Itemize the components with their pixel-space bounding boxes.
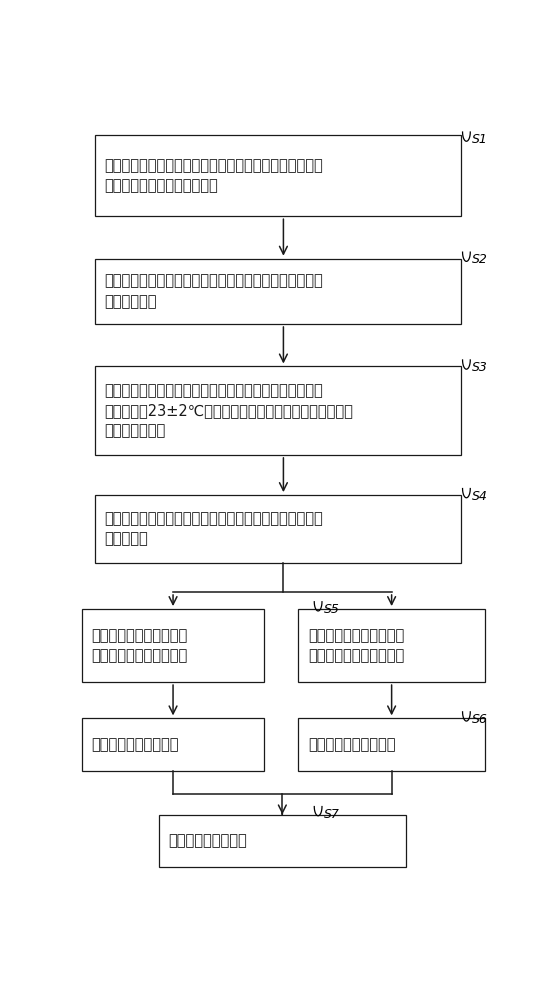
Text: 导入上层出口展丝系统: 导入上层出口展丝系统: [91, 737, 179, 752]
FancyBboxPatch shape: [82, 718, 264, 771]
Text: S1: S1: [472, 133, 488, 146]
Text: S4: S4: [472, 490, 488, 503]
FancyBboxPatch shape: [299, 609, 485, 682]
Text: S2: S2: [472, 253, 488, 266]
Text: 编号为偶数的丝束进入下
层上浆槽中进行上浆处理: 编号为偶数的丝束进入下 层上浆槽中进行上浆处理: [308, 628, 404, 663]
Text: S6: S6: [472, 713, 488, 726]
Text: S3: S3: [472, 361, 488, 374]
Text: 通过导出辊合并导出: 通过导出辊合并导出: [169, 833, 247, 848]
FancyBboxPatch shape: [299, 718, 485, 771]
FancyBboxPatch shape: [95, 495, 461, 563]
FancyBboxPatch shape: [95, 366, 461, 455]
Text: 将经过水洗干燥处理后的碳纤维丝束导入进口展丝系统进
行展丝处理；: 将经过水洗干燥处理后的碳纤维丝束导入进口展丝系统进 行展丝处理；: [105, 274, 323, 309]
Text: 分别开启上层上浆槽和下层上浆槽中的温控系统，当槽内
温度稳定在23±2℃时，准备接入来自经进口展丝系统处理
的碳纤维丝束；: 分别开启上层上浆槽和下层上浆槽中的温控系统，当槽内 温度稳定在23±2℃时，准备…: [105, 383, 353, 439]
Text: 导入下层出口展丝系统: 导入下层出口展丝系统: [308, 737, 395, 752]
FancyBboxPatch shape: [95, 135, 461, 216]
Text: 编号为奇数的丝束进入上
层上浆槽中进行上浆处理: 编号为奇数的丝束进入上 层上浆槽中进行上浆处理: [91, 628, 187, 663]
Text: 配置一定浓度的浆剂，将浆剂搅拌均匀后经计量泵分别打
入上层上浆槽和下层上浆槽中: 配置一定浓度的浆剂，将浆剂搅拌均匀后经计量泵分别打 入上层上浆槽和下层上浆槽中: [105, 158, 323, 194]
Text: 将经进口展丝系统处理的碳纤维丝束进行编号，分为奇数
号和偶数号: 将经进口展丝系统处理的碳纤维丝束进行编号，分为奇数 号和偶数号: [105, 511, 323, 547]
Text: S5: S5: [324, 603, 340, 616]
FancyBboxPatch shape: [82, 609, 264, 682]
Text: S7: S7: [324, 808, 340, 821]
FancyBboxPatch shape: [159, 815, 405, 867]
FancyBboxPatch shape: [95, 259, 461, 324]
